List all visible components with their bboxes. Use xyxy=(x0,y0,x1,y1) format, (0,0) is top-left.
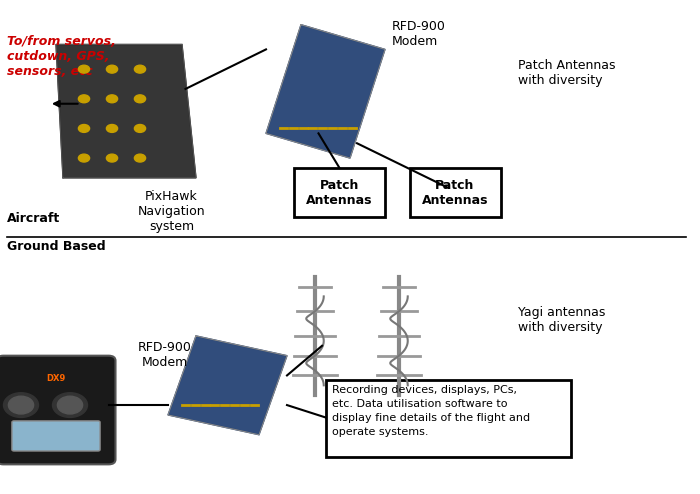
Circle shape xyxy=(134,65,146,73)
FancyBboxPatch shape xyxy=(410,168,500,217)
FancyBboxPatch shape xyxy=(12,421,100,451)
Circle shape xyxy=(78,154,90,162)
Polygon shape xyxy=(168,336,287,435)
Text: To/from servos,
cutdown, GPS,
sensors, etc: To/from servos, cutdown, GPS, sensors, e… xyxy=(7,35,116,78)
Circle shape xyxy=(106,124,118,132)
Circle shape xyxy=(106,154,118,162)
Circle shape xyxy=(78,95,90,103)
Text: DX9: DX9 xyxy=(46,374,66,383)
Text: RFD-900
Modem: RFD-900 Modem xyxy=(392,20,446,48)
Circle shape xyxy=(8,396,34,414)
Text: Aircraft: Aircraft xyxy=(7,212,60,225)
Text: Yagi antennas
with diversity: Yagi antennas with diversity xyxy=(518,306,606,334)
Text: Recording devices, displays, PCs,
etc. Data utilisation software to
display fine: Recording devices, displays, PCs, etc. D… xyxy=(332,385,531,437)
Text: PixHawk
Navigation
system: PixHawk Navigation system xyxy=(138,190,205,233)
Circle shape xyxy=(57,396,83,414)
FancyBboxPatch shape xyxy=(326,380,570,457)
Circle shape xyxy=(78,124,90,132)
Circle shape xyxy=(134,124,146,132)
Circle shape xyxy=(106,65,118,73)
Circle shape xyxy=(106,95,118,103)
Text: Patch
Antennas: Patch Antennas xyxy=(307,179,372,206)
Text: RFD-900
Modem: RFD-900 Modem xyxy=(138,341,191,369)
Circle shape xyxy=(78,65,90,73)
Circle shape xyxy=(4,393,38,417)
Text: Patch Antennas
with diversity: Patch Antennas with diversity xyxy=(518,59,615,87)
Circle shape xyxy=(134,154,146,162)
FancyBboxPatch shape xyxy=(294,168,385,217)
Polygon shape xyxy=(266,25,385,158)
Circle shape xyxy=(52,393,88,417)
Text: Patch
Antennas: Patch Antennas xyxy=(421,179,488,206)
Circle shape xyxy=(134,95,146,103)
FancyBboxPatch shape xyxy=(0,356,116,464)
Text: Ground Based: Ground Based xyxy=(7,240,106,252)
Polygon shape xyxy=(56,44,196,178)
